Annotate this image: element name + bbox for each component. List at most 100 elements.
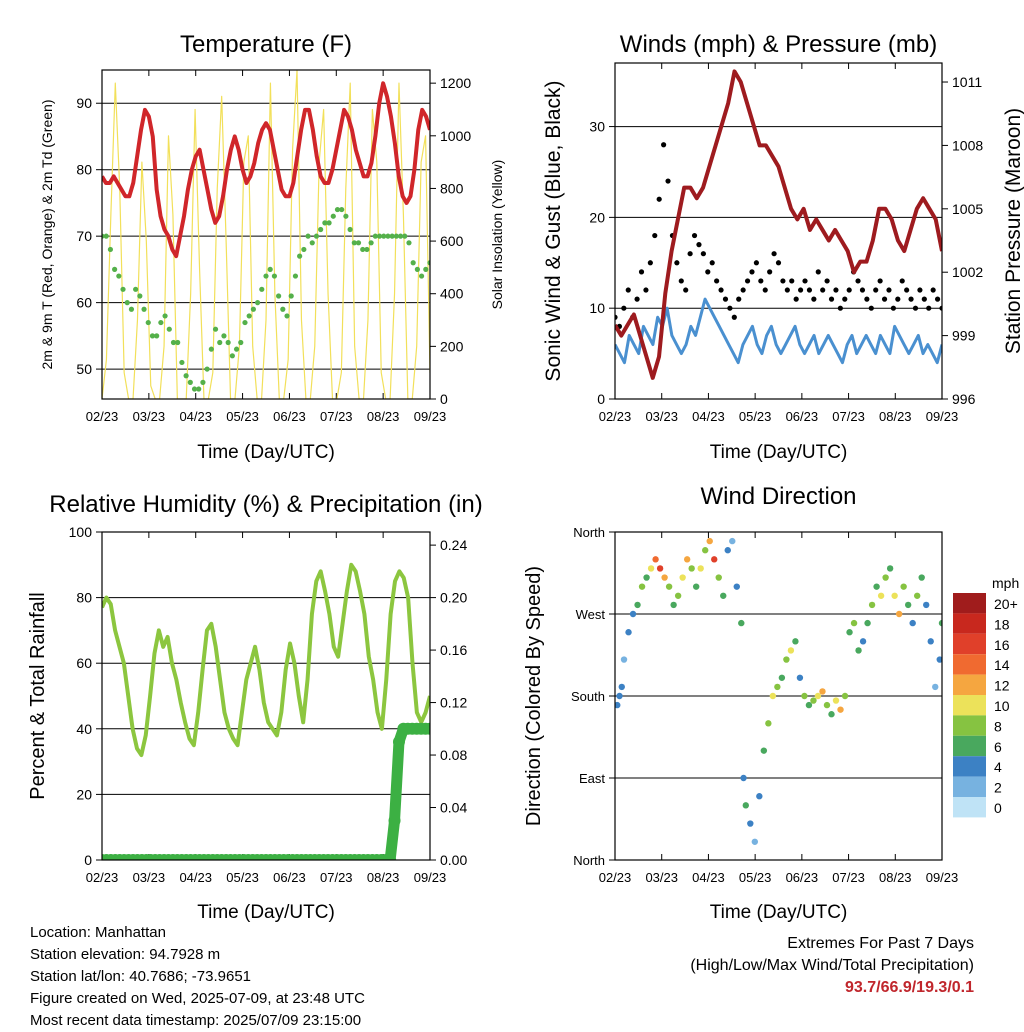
x-tick-label: 04/23 (692, 409, 725, 424)
data-point (711, 556, 718, 563)
series-line (615, 297, 942, 365)
x-tick-label: 07/23 (832, 409, 865, 424)
data-point (678, 278, 684, 284)
x-tick-label: 05/23 (226, 870, 259, 885)
data-point (351, 240, 357, 246)
data-point (751, 838, 759, 845)
data-point (233, 346, 240, 352)
data-point (811, 296, 817, 302)
data-point (652, 232, 658, 239)
y-tick-label: East (579, 771, 605, 786)
data-point (895, 610, 903, 618)
data-point (932, 683, 939, 691)
y-tick-label: 70 (76, 228, 92, 244)
data-point (706, 537, 713, 545)
y-right-tick-label: 1000 (440, 128, 471, 144)
data-point (141, 306, 147, 312)
data-point (280, 306, 286, 312)
x-tick-label: 03/23 (133, 409, 166, 424)
data-point (823, 701, 831, 709)
data-point (616, 692, 623, 700)
x-tick-label: 04/23 (179, 409, 212, 424)
data-point (938, 619, 942, 627)
data-point (406, 240, 412, 246)
data-point (288, 293, 294, 299)
data-point (877, 278, 883, 284)
colorbar-label: 16 (994, 637, 1010, 653)
data-point (731, 314, 737, 320)
data-point (868, 601, 876, 609)
data-point (225, 339, 231, 346)
x-tick-label: 08/23 (367, 409, 400, 424)
data-point (656, 565, 664, 572)
x-axis-label: Time (Day/UTC) (710, 442, 848, 463)
data-point (254, 300, 261, 306)
data-point (643, 287, 649, 293)
colorbar-label: 18 (994, 616, 1010, 632)
y-tick-label: 0 (84, 852, 92, 868)
data-point (292, 273, 299, 279)
data-point (828, 296, 835, 302)
data-point (128, 306, 135, 312)
data-point (859, 638, 867, 645)
colorbar-label: 8 (994, 718, 1002, 734)
x-tick-label: 07/23 (832, 870, 865, 885)
y-tick-label: 20 (76, 786, 92, 802)
plot-frame (101, 531, 431, 861)
chart-panel-2: Winds (mph) & Pressure (mb) Time (Day/UTC… (542, 31, 1024, 463)
plot-frame (101, 69, 431, 400)
data-point (886, 287, 892, 293)
y-axis-label: Percent & Total Rainfall (27, 592, 49, 800)
x-tick-label: 09/23 (414, 870, 447, 885)
data-point (765, 720, 772, 727)
data-point (250, 306, 256, 312)
x-tick-label: 06/23 (273, 409, 306, 424)
data-point (792, 638, 799, 645)
data-point (389, 233, 395, 239)
series-line (102, 562, 430, 758)
data-point (330, 213, 336, 219)
data-point (820, 287, 826, 293)
colorbar-label: 10 (994, 698, 1010, 714)
data-point (771, 251, 777, 257)
y-axis-right-label: Station Pressure (Maroon) (1002, 108, 1024, 354)
y-tick-label: 30 (589, 119, 605, 135)
y-tick-label: 10 (589, 300, 605, 316)
data-point (318, 226, 324, 233)
y-tick-label: 80 (76, 590, 92, 606)
data-point (334, 206, 341, 213)
data-point (891, 592, 898, 599)
x-tick-label: 08/23 (367, 870, 400, 885)
data-point (343, 213, 349, 219)
colorbar-swatch (953, 735, 986, 757)
data-point (904, 287, 910, 293)
data-point (747, 820, 754, 827)
data-point (789, 278, 795, 284)
data-point (722, 296, 729, 302)
data-point (859, 287, 866, 293)
x-tick-label: 08/23 (879, 870, 912, 885)
data-point (815, 269, 821, 275)
data-point (828, 711, 835, 718)
data-point (881, 296, 888, 302)
colorbar-swatch (953, 593, 986, 614)
chart-title: Temperature (F) (180, 31, 352, 58)
station-latlon: Station lat/lon: 40.7686; -73.9651 (30, 968, 252, 985)
x-tick-label: 05/23 (739, 870, 772, 885)
y-right-tick-label: 0.08 (440, 747, 467, 763)
data-point (360, 246, 366, 253)
data-point (175, 339, 181, 346)
data-point (796, 674, 804, 681)
x-tick-label: 02/23 (599, 409, 632, 424)
data-point (116, 273, 122, 279)
y-tick-label: West (576, 607, 606, 622)
data-point (355, 240, 362, 246)
colorbar-swatch (953, 654, 986, 675)
data-point (301, 246, 307, 253)
data-point (760, 747, 768, 754)
chart-title: Wind Direction (700, 483, 856, 510)
recent-timestamp: Most recent data timestamp: 2025/07/09 2… (30, 1012, 362, 1029)
colorbar-swatch (953, 797, 986, 818)
data-point (326, 220, 332, 226)
